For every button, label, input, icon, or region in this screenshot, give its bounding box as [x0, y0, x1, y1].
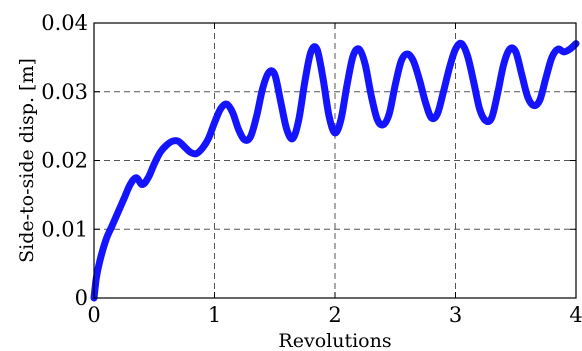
label-layer: 0 1 2 3 4 0 0.01 0.02 0.03 0.04: [41, 11, 582, 327]
x-tick-label: 1: [208, 303, 221, 327]
y-tick-label: 0.04: [41, 11, 88, 35]
x-tick-label: 3: [449, 303, 462, 327]
y-tick-label: 0.03: [41, 80, 88, 104]
x-axis-label: Revolutions: [278, 330, 391, 351]
x-tick-label: 0: [87, 303, 100, 327]
y-tick-label: 0: [75, 286, 88, 310]
x-tick-label: 2: [328, 303, 341, 327]
data-series-line: [90, 39, 580, 302]
y-tick-label: 0.02: [41, 149, 88, 173]
plot-frame: [93, 22, 577, 299]
y-axis-label: Side-to-side disp. [m]: [16, 58, 38, 263]
series-layer: [90, 39, 580, 302]
x-tick-label: 4: [569, 303, 582, 327]
y-tick-label: 0.01: [41, 217, 88, 241]
